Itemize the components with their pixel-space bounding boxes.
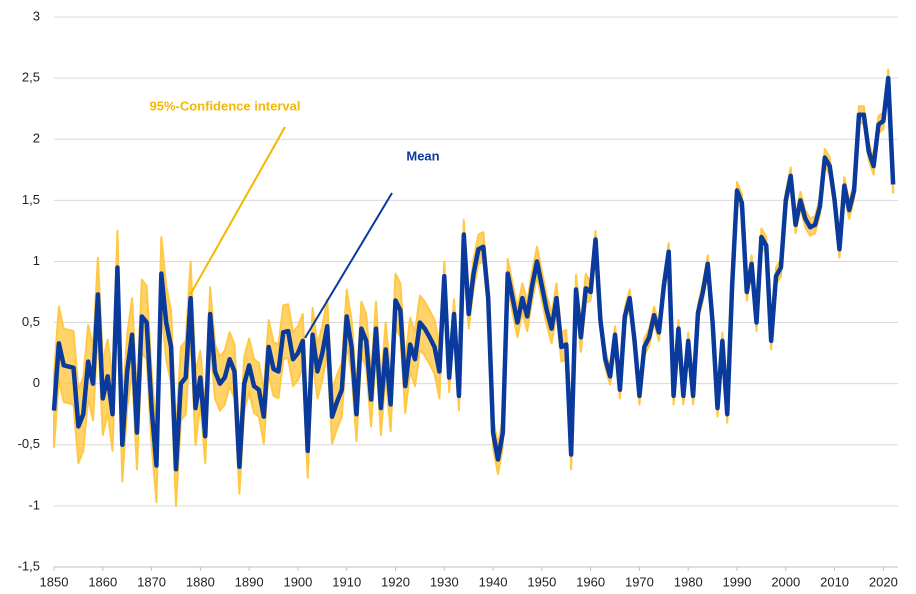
ci-pointer <box>189 126 286 296</box>
ci-label: 95%-Confidence interval <box>150 98 301 113</box>
y-tick-label: 0,5 <box>22 314 40 329</box>
x-tick-label: 1940 <box>479 574 508 589</box>
x-tick-label: 2020 <box>869 574 898 589</box>
x-tick-label: 1990 <box>723 574 752 589</box>
x-tick-label: 1930 <box>430 574 459 589</box>
y-tick-label: -1,5 <box>18 558 40 573</box>
x-tick-label: 1970 <box>625 574 654 589</box>
mean-label: Mean <box>406 148 439 163</box>
x-tick-label: 1910 <box>332 574 361 589</box>
x-tick-label: 1900 <box>283 574 312 589</box>
x-tick-label: 1960 <box>576 574 605 589</box>
y-tick-label: -0,5 <box>18 436 40 451</box>
y-tick-label: 1,5 <box>22 192 40 207</box>
y-tick-label: 1 <box>33 253 40 268</box>
y-tick-label: 2,5 <box>22 70 40 85</box>
y-tick-label: 3 <box>33 8 40 23</box>
mean-line <box>51 75 896 472</box>
x-tick-label: 1850 <box>40 574 69 589</box>
mean-pointer <box>304 192 393 339</box>
y-tick-label: 2 <box>33 131 40 146</box>
axes: -1,5 -1 -0,5 0 0,5 1 1,5 2 2,5 3 1850 1860 1870 1880 1… <box>18 8 898 589</box>
y-tick-label: -1 <box>28 497 40 512</box>
x-tick-label: 1950 <box>527 574 556 589</box>
x-tick-label: 2000 <box>771 574 800 589</box>
y-tick-label: 0 <box>33 375 40 390</box>
x-tick-label: 2010 <box>820 574 849 589</box>
plot <box>51 68 896 507</box>
x-tick-label: 1880 <box>186 574 215 589</box>
x-tick-label: 1860 <box>88 574 117 589</box>
x-tick-label: 1870 <box>137 574 166 589</box>
x-tick-label: 1980 <box>674 574 703 589</box>
x-tick-label: 1920 <box>381 574 410 589</box>
x-tick-label: 1890 <box>235 574 264 589</box>
